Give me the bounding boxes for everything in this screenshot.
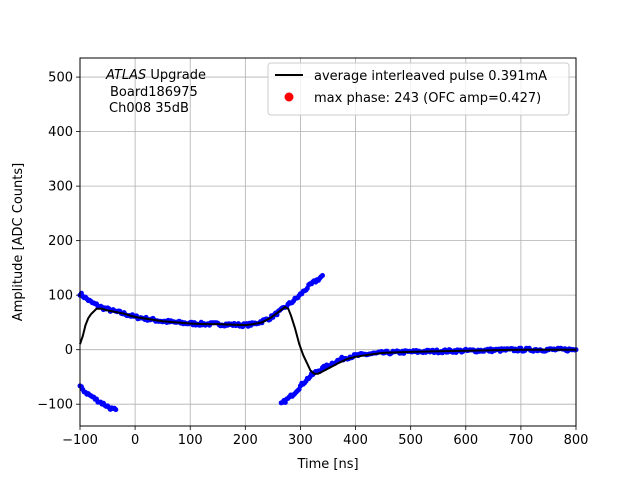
x-tick-label: 300 bbox=[288, 433, 313, 448]
x-tick-label: 700 bbox=[508, 433, 533, 448]
y-tick-label: 500 bbox=[48, 71, 73, 86]
legend-entry-max-phase: max phase: 243 (OFC amp=0.427) bbox=[314, 91, 541, 106]
scatter-point bbox=[320, 273, 325, 278]
x-tick-label: 600 bbox=[453, 433, 478, 448]
x-tick-label: 400 bbox=[343, 433, 368, 448]
average-pulse-line bbox=[79, 305, 576, 375]
y-tick-label: −100 bbox=[37, 398, 73, 413]
y-axis-label: Amplitude [ADC Counts] bbox=[11, 163, 26, 321]
y-tick-label: 300 bbox=[48, 180, 73, 195]
annotation-channel: Ch008 35dB bbox=[109, 101, 189, 116]
legend: average interleaved pulse 0.391mA max ph… bbox=[267, 62, 570, 116]
x-axis-label: Time [ns] bbox=[296, 457, 358, 472]
annotation-board: Board186975 bbox=[110, 85, 198, 100]
x-tick-label: 200 bbox=[233, 433, 258, 448]
scatter-point bbox=[113, 407, 119, 413]
annotation-upgrade: Upgrade bbox=[146, 68, 206, 83]
y-tick-label: 400 bbox=[48, 125, 73, 140]
x-tick-label: 0 bbox=[131, 433, 139, 448]
plot-frame bbox=[79, 57, 577, 427]
annotation-atlas: ATLAS bbox=[105, 68, 146, 83]
legend-marker-swatch bbox=[284, 92, 294, 102]
annotation-text: ATLAS Upgrade Board186975 Ch008 35dB bbox=[105, 68, 206, 116]
y-tick-label: 200 bbox=[48, 234, 73, 249]
x-tick-label: 800 bbox=[564, 433, 589, 448]
annotation-line-1: ATLAS Upgrade bbox=[105, 68, 206, 83]
legend-entry-average-pulse: average interleaved pulse 0.391mA bbox=[314, 69, 547, 84]
x-tick-label: 100 bbox=[178, 433, 203, 448]
y-tick-label: 100 bbox=[48, 289, 73, 304]
legend-box bbox=[267, 62, 570, 116]
average-pulse-series bbox=[79, 305, 576, 375]
y-tick-label: 0 bbox=[65, 343, 73, 358]
x-tick-label: −100 bbox=[62, 433, 98, 448]
x-tick-label: 500 bbox=[398, 433, 423, 448]
axis-ticks: −100 0 100 200 300 400 500 600 700 800 −100 0 100 200… bbox=[37, 71, 588, 448]
